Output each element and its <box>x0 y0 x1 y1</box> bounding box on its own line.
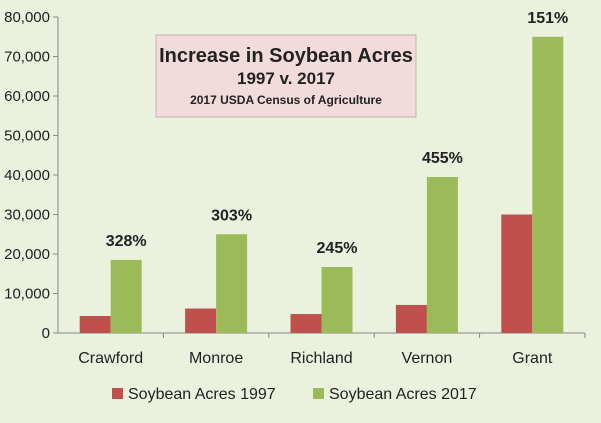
bar-grant-1997 <box>501 214 533 333</box>
y-tick-label: 20,000 <box>4 246 50 263</box>
y-tick-label: 50,000 <box>4 128 50 145</box>
bar-group <box>79 36 586 338</box>
y-tick-label: 30,000 <box>4 207 50 224</box>
chart-title: Increase in Soybean Acres <box>159 45 413 67</box>
y-tick-group: 0 10,000 20,000 30,000 40,000 50,000 60,000 70,… <box>4 9 58 342</box>
category-label-group: Crawford Monroe Richland Vernon Grant <box>78 350 553 367</box>
category-label-crawford: Crawford <box>78 350 143 367</box>
category-label-richland: Richland <box>290 350 352 367</box>
annotation-group: 328% 303% 245% 455% 151% <box>106 10 569 257</box>
legend-swatch-2017 <box>313 388 324 399</box>
annotation-richland: 245% <box>317 240 358 257</box>
category-label-monroe: Monroe <box>189 350 243 367</box>
y-tick-label: 60,000 <box>4 88 50 105</box>
annotation-vernon: 455% <box>422 150 463 167</box>
category-label-grant: Grant <box>512 350 553 367</box>
title-box-background <box>155 34 417 118</box>
annotation-crawford: 328% <box>106 233 147 250</box>
legend-label-2017: Soybean Acres 2017 <box>329 386 477 403</box>
y-tick-label: 0 <box>42 325 50 342</box>
bar-crawford-2017 <box>110 259 142 333</box>
bar-monroe-1997 <box>185 308 217 333</box>
annotation-grant: 151% <box>527 10 568 27</box>
category-label-vernon: Vernon <box>402 350 453 367</box>
y-tick-label: 10,000 <box>4 286 50 303</box>
legend-label-1997: Soybean Acres 1997 <box>128 386 276 403</box>
y-tick-label: 70,000 <box>4 49 50 66</box>
title-box: Increase in Soybean Acres 1997 v. 2017 2… <box>155 34 417 118</box>
chart-source: 2017 USDA Census of Agriculture <box>190 93 382 107</box>
legend: Soybean Acres 1997 Soybean Acres 2017 <box>112 386 477 403</box>
bar-richland-1997 <box>290 314 322 333</box>
y-tick-label: 40,000 <box>4 167 50 184</box>
bar-monroe-2017 <box>216 234 248 333</box>
bar-crawford-1997 <box>79 316 111 333</box>
y-tick-label: 80,000 <box>4 9 50 26</box>
bar-vernon-2017 <box>426 176 458 333</box>
bar-richland-2017 <box>321 267 353 333</box>
legend-swatch-1997 <box>112 388 123 399</box>
bar-grant-2017 <box>532 36 564 333</box>
chart-subtitle: 1997 v. 2017 <box>237 69 335 88</box>
bar-vernon-1997 <box>395 304 427 333</box>
annotation-monroe: 303% <box>211 207 252 224</box>
